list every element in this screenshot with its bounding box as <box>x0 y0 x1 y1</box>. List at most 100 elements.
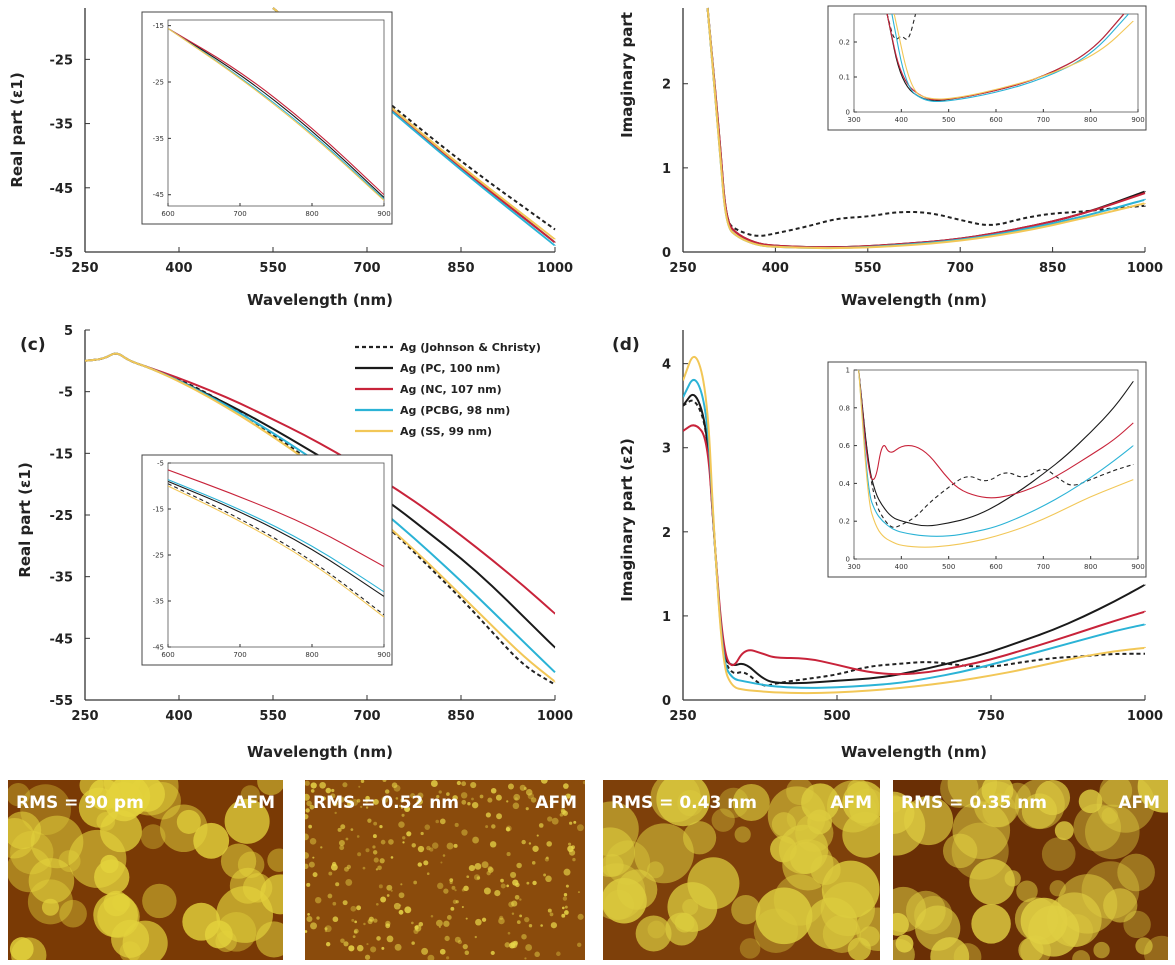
afm-grain <box>331 788 335 793</box>
afm-grain <box>351 798 359 806</box>
afm-grain <box>524 957 527 960</box>
afm-grain <box>514 797 518 801</box>
afm-grain <box>633 823 694 884</box>
x-tick-label: 800 <box>305 651 318 659</box>
inset-frame <box>853 369 1139 560</box>
afm-grain <box>309 838 317 845</box>
afm-grain <box>347 801 353 807</box>
afm-grain <box>305 833 309 841</box>
x-tick-label: 550 <box>259 261 286 276</box>
afm-grain <box>176 809 201 834</box>
afm-grain <box>454 936 461 943</box>
x-tick-label: 800 <box>305 210 318 218</box>
afm-grain <box>475 918 482 926</box>
series-line-ss-inset <box>168 28 384 201</box>
afm-grain <box>443 920 450 927</box>
afm-grain <box>330 793 336 799</box>
afm-grain <box>635 915 672 952</box>
series-line-pcbg-inset <box>168 479 384 593</box>
afm-grain <box>417 862 423 867</box>
y-tick-label: 1 <box>662 162 671 177</box>
series-line-pc-inset <box>168 28 384 198</box>
y-tick-label: -25 <box>50 53 74 68</box>
afm-grain <box>732 783 770 822</box>
afm-grain <box>682 821 717 855</box>
y-tick-label: 0 <box>662 246 671 261</box>
afm-grain <box>467 802 471 806</box>
afm-grain <box>411 941 415 945</box>
afm-grain <box>711 808 735 832</box>
y-tick-label: 1 <box>846 367 850 375</box>
x-tick-label: 500 <box>942 563 955 571</box>
afm-grain <box>342 782 348 788</box>
afm-grain <box>437 882 444 890</box>
afm-grain <box>320 846 323 849</box>
afm-grain <box>915 905 961 951</box>
y-tick-label: -25 <box>50 509 74 524</box>
afm-grain <box>1137 780 1168 813</box>
afm-grain <box>436 919 443 927</box>
afm-grain <box>498 917 505 925</box>
afm-grain <box>504 942 510 948</box>
afm-grain <box>350 905 357 912</box>
series-group <box>168 28 384 201</box>
afm-grain <box>306 800 312 807</box>
afm-grain <box>536 834 539 837</box>
y-tick-label: -35 <box>153 135 164 143</box>
afm-grain <box>310 789 315 793</box>
afm-grain <box>400 883 403 886</box>
afm-grain <box>379 858 385 864</box>
afm-grain <box>1072 950 1091 960</box>
x-tick-label: 600 <box>989 563 1002 571</box>
afm-grain <box>120 780 179 816</box>
afm-grain <box>305 808 310 813</box>
afm-grain <box>650 780 701 823</box>
afm-grain <box>413 880 418 885</box>
afm-grain <box>490 950 495 956</box>
inset-frame <box>853 13 1139 113</box>
series-line-ss <box>706 7 1146 250</box>
afm-grain <box>603 878 647 924</box>
afm-grain <box>572 857 576 862</box>
afm-grain <box>307 913 310 916</box>
afm-grain <box>410 793 416 799</box>
afm-grain <box>495 794 502 801</box>
afm-grain <box>563 893 568 897</box>
y-tick-label: -25 <box>153 79 164 87</box>
y-axis-label: Imaginary part <box>618 12 636 138</box>
afm-grain <box>429 847 434 852</box>
afm-grain <box>306 882 311 887</box>
afm-grain <box>1084 804 1140 860</box>
afm-grain <box>382 780 387 782</box>
afm-grain <box>442 854 446 857</box>
y-tick-label: -45 <box>50 632 74 647</box>
afm-grain <box>562 896 568 901</box>
afm-grain <box>305 793 310 801</box>
afm-grain <box>79 780 104 798</box>
afm-grain <box>308 824 312 829</box>
afm-grain <box>306 916 313 922</box>
afm-grain <box>479 794 484 799</box>
afm-grain <box>96 812 116 831</box>
afm-grain <box>332 800 338 807</box>
afm-grain <box>332 901 337 906</box>
afm-grain <box>457 939 463 945</box>
afm-grain <box>365 806 369 809</box>
afm-rms-label: RMS = 0.43 nm <box>611 793 757 813</box>
inset-frame <box>167 462 385 648</box>
x-axis-label: Wavelength (nm) <box>247 743 393 761</box>
afm-grain <box>500 883 506 889</box>
afm-grain <box>398 909 404 915</box>
afm-grain <box>438 790 442 794</box>
afm-grain <box>476 876 481 880</box>
afm-grain <box>567 842 572 846</box>
afm-grain <box>401 813 405 817</box>
afm-grain <box>28 858 75 904</box>
afm-grain <box>464 950 470 955</box>
afm-grain <box>565 793 571 799</box>
afm-grain <box>381 946 385 950</box>
afm-grain <box>324 927 328 931</box>
y-tick-label: 0.2 <box>839 518 850 526</box>
x-tick-label: 750 <box>977 709 1004 724</box>
afm-grain <box>526 881 530 885</box>
